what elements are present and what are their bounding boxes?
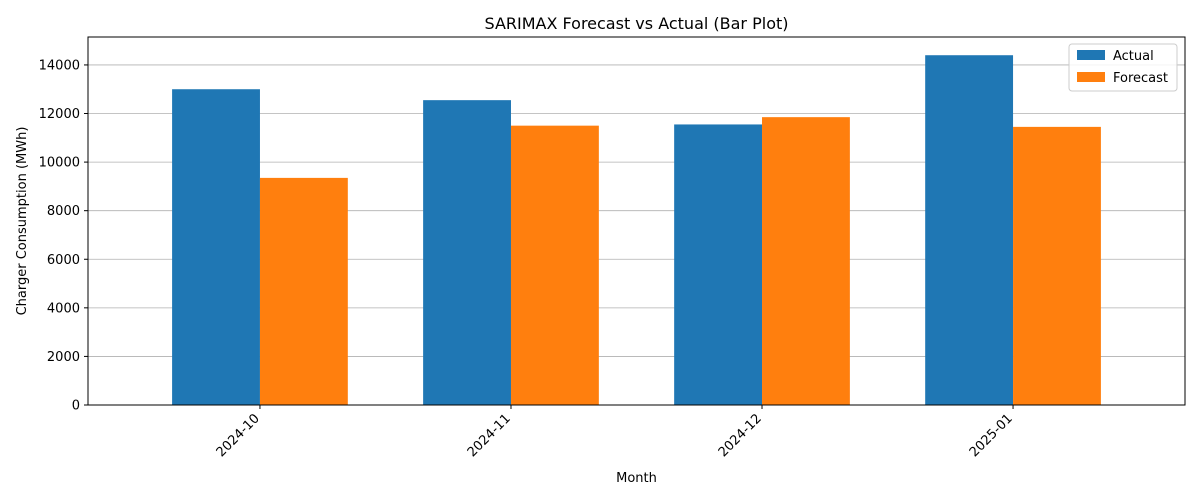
bar-actual-2024-12 [674,124,763,405]
legend-swatch-forecast [1077,72,1105,82]
y-tick-label: 10000 [39,156,80,171]
bar-forecast-2024-11 [510,125,599,405]
x-tick-label: 2024-11 [465,411,514,460]
y-tick-label: 14000 [39,58,80,73]
x-tick-label: 2024-12 [716,411,765,460]
bar-forecast-2024-12 [762,117,850,405]
legend-label-forecast: Forecast [1113,71,1168,86]
y-axis-label: Charger Consumption (MWh) [15,127,30,316]
bars [172,55,1101,406]
legend-label-actual: Actual [1113,49,1154,64]
x-axis-ticks: 2024-10 2024-11 2024-12 2025-01 [214,405,1016,460]
y-tick-label: 12000 [39,107,80,122]
y-tick-label: 4000 [47,301,80,316]
plot-frame [87,36,1186,406]
y-axis-ticks: 0 2000 4000 6000 8000 10000 12000 14000 [39,58,88,414]
y-tick-label: 8000 [47,204,80,219]
x-tick-label: 2024-10 [214,411,263,460]
bar-forecast-2024-10 [259,177,348,405]
x-tick-label: 2025-01 [967,411,1016,460]
legend: Actual Forecast [1068,43,1178,92]
y-tick-label: 2000 [47,350,80,365]
bar-actual-2025-01 [925,55,1014,405]
bar-forecast-2025-01 [1013,126,1101,406]
legend-swatch-actual [1077,50,1105,60]
y-tick-label: 0 [72,399,80,414]
bar-actual-2024-11 [423,100,511,405]
bar-actual-2024-10 [172,89,260,405]
chart-title: SARIMAX Forecast vs Actual (Bar Plot) [484,14,788,33]
x-axis-label: Month [616,471,657,486]
y-tick-label: 6000 [47,253,80,268]
